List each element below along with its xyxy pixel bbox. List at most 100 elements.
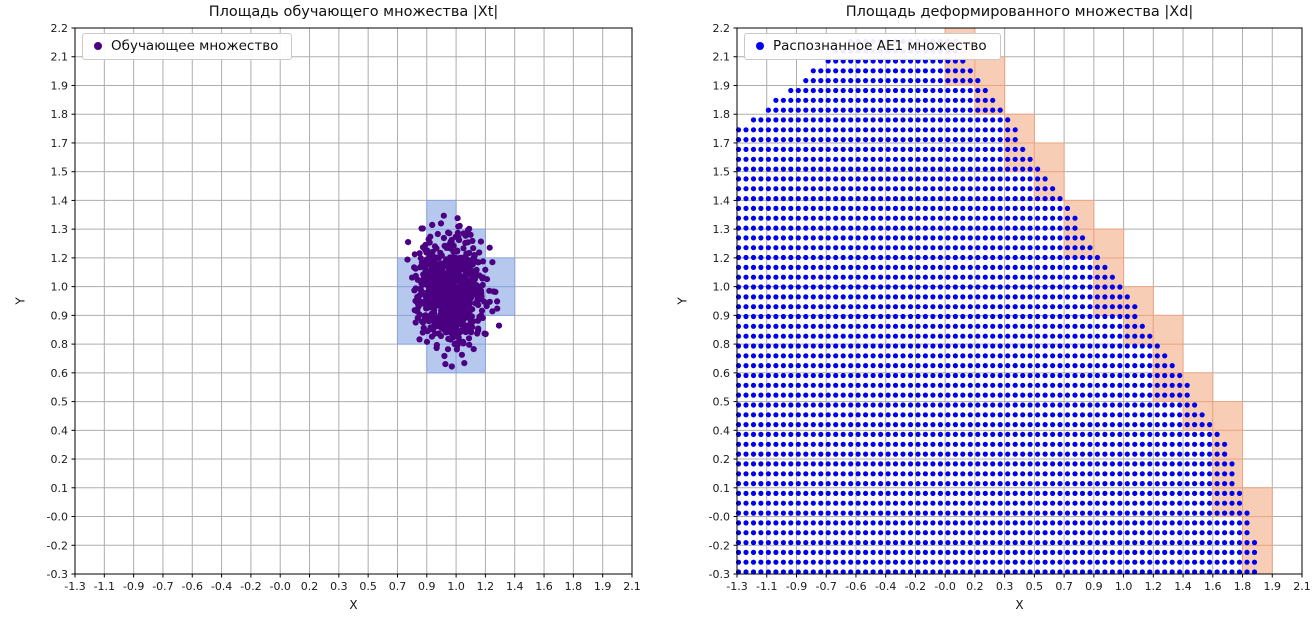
svg-text:1.8: 1.8 [51,108,69,121]
svg-text:2.2: 2.2 [51,22,69,35]
svg-text:0.5: 0.5 [1026,580,1044,593]
svg-text:1.0: 1.0 [1115,580,1133,593]
svg-text:1.5: 1.5 [51,166,69,179]
recognized-set-points [735,38,1258,575]
svg-text:-1.3: -1.3 [64,580,85,593]
svg-text:-0.4: -0.4 [875,580,896,593]
svg-text:-0.2: -0.2 [709,539,730,552]
svg-text:2.2: 2.2 [713,22,731,35]
svg-text:-0.0: -0.0 [709,511,730,524]
svg-text:1.9: 1.9 [51,79,69,92]
svg-text:1.4: 1.4 [713,194,731,207]
svg-text:0.4: 0.4 [713,424,731,437]
svg-text:0.7: 0.7 [389,580,407,593]
svg-text:-1.3: -1.3 [726,580,747,593]
svg-text:1.0: 1.0 [447,580,465,593]
chart-title-deformed: Площадь деформированного множества |Xd| [845,4,1194,20]
svg-text:-0.4: -0.4 [211,580,232,593]
svg-text:1.8: 1.8 [713,108,731,121]
svg-text:0.5: 0.5 [359,580,377,593]
svg-text:2.1: 2.1 [623,580,641,593]
svg-text:-1.1: -1.1 [756,580,777,593]
svg-text:0.2: 0.2 [966,580,984,593]
axes-frame [736,27,1303,575]
svg-text:1.5: 1.5 [713,166,731,179]
svg-text:1.2: 1.2 [477,580,495,593]
svg-text:0.9: 0.9 [713,309,731,322]
svg-text:1.6: 1.6 [1204,580,1222,593]
svg-text:-0.2: -0.2 [240,580,261,593]
svg-text:1.8: 1.8 [1234,580,1252,593]
svg-text:2.1: 2.1 [1293,580,1311,593]
axes-frame [74,27,633,575]
svg-text:2.1: 2.1 [713,51,731,64]
svg-text:1.9: 1.9 [713,79,731,92]
svg-text:0.2: 0.2 [51,453,69,466]
svg-text:-0.0: -0.0 [269,580,290,593]
training-plot-canvas: -1.3 -1.1 -0.9 -0.7 -0.6 -0.4 -0.2 -0.0 0.2 0.3 0.… [47,22,641,593]
svg-text:0.2: 0.2 [301,580,319,593]
chart-title-training: Площадь обучающего множества |Xt| [208,4,499,20]
y-axis-label-deformed: Y [675,297,690,305]
legend-training: Обучающее множество [82,33,293,60]
svg-text:-0.9: -0.9 [123,580,144,593]
svg-text:1.4: 1.4 [1174,580,1192,593]
svg-text:0.6: 0.6 [713,367,731,380]
svg-text:-0.2: -0.2 [905,580,926,593]
svg-text:0.7: 0.7 [1055,580,1073,593]
svg-text:-0.6: -0.6 [845,580,866,593]
svg-text:0.2: 0.2 [713,453,731,466]
svg-text:1.8: 1.8 [565,580,583,593]
svg-text:-0.7: -0.7 [152,580,173,593]
svg-text:-1.1: -1.1 [94,580,115,593]
scatter-marker-icon [756,42,764,50]
svg-text:-0.0: -0.0 [47,511,68,524]
svg-text:1.9: 1.9 [1264,580,1282,593]
tick-labels: -1.3 -1.1 -0.9 -0.7 -0.6 -0.4 -0.2 -0.0 0.2 0.3 0.… [709,22,1311,593]
grid-lines [74,27,633,575]
chart-deformed-set: -1.3 -1.1 -0.9 -0.7 -0.6 -0.4 -0.2 -0.0 0.2 0.3 0.… [658,0,1316,626]
svg-text:0.1: 0.1 [51,482,69,495]
svg-text:-0.3: -0.3 [709,568,730,581]
legend-deformed: Распознанное AE1 множество [744,33,1001,60]
svg-text:0.3: 0.3 [330,580,348,593]
svg-text:1.4: 1.4 [51,194,69,207]
svg-text:0.9: 0.9 [418,580,436,593]
svg-text:-0.0: -0.0 [934,580,955,593]
svg-text:-0.7: -0.7 [815,580,836,593]
x-axis-label-deformed: X [1015,598,1024,612]
svg-text:-0.9: -0.9 [786,580,807,593]
svg-text:0.5: 0.5 [713,396,731,409]
svg-text:1.0: 1.0 [713,281,731,294]
chart-training-set: -1.3 -1.1 -0.9 -0.7 -0.6 -0.4 -0.2 -0.0 0.2 0.3 0.… [13,4,641,612]
svg-text:0.3: 0.3 [996,580,1014,593]
svg-text:0.4: 0.4 [51,424,69,437]
svg-text:1.3: 1.3 [713,223,731,236]
svg-text:0.5: 0.5 [51,396,69,409]
svg-text:0.9: 0.9 [1085,580,1103,593]
svg-text:1.2: 1.2 [1145,580,1163,593]
deformed-plot-canvas: -1.3 -1.1 -0.9 -0.7 -0.6 -0.4 -0.2 -0.0 0.2 0.3 0.… [709,22,1311,593]
svg-text:1.3: 1.3 [51,223,69,236]
svg-text:0.1: 0.1 [713,482,731,495]
svg-text:1.4: 1.4 [506,580,524,593]
svg-text:0.8: 0.8 [51,338,69,351]
svg-text:0.6: 0.6 [51,367,69,380]
svg-text:1.7: 1.7 [713,137,731,150]
svg-text:1.7: 1.7 [51,137,69,150]
svg-text:2.1: 2.1 [51,51,69,64]
svg-text:1.2: 1.2 [51,252,69,265]
svg-text:-0.6: -0.6 [182,580,203,593]
legend-label-training: Обучающее множество [111,38,279,54]
svg-text:1.9: 1.9 [594,580,612,593]
svg-text:-0.2: -0.2 [47,539,68,552]
svg-text:1.2: 1.2 [713,252,731,265]
tick-labels: -1.3 -1.1 -0.9 -0.7 -0.6 -0.4 -0.2 -0.0 0.2 0.3 0.… [47,22,641,593]
scatter-marker-icon [94,42,102,50]
x-axis-label-training: X [349,598,358,612]
svg-text:-0.3: -0.3 [47,568,68,581]
legend-label-deformed: Распознанное AE1 множество [773,38,987,54]
y-axis-label-training: Y [13,297,28,305]
svg-text:1.0: 1.0 [51,281,69,294]
